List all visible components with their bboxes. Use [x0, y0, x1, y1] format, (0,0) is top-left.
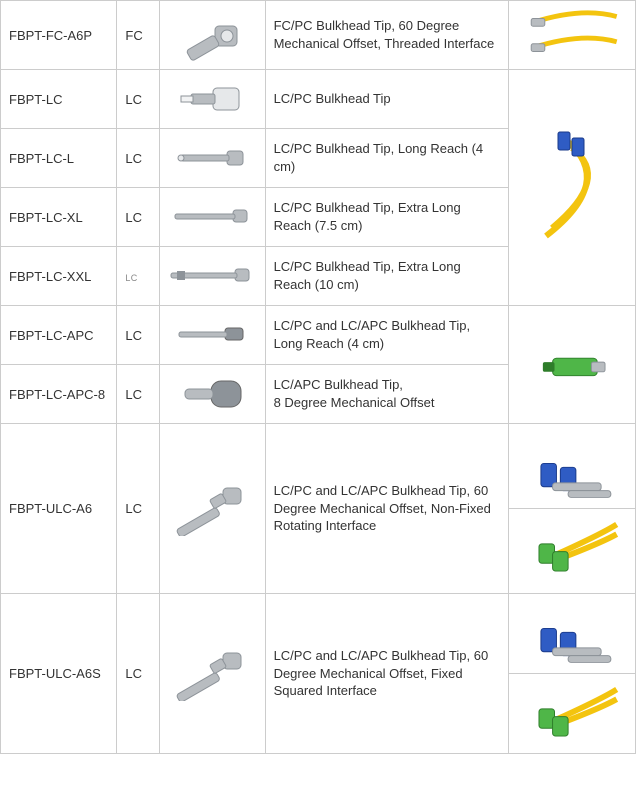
tip-straight-dark-icon: [167, 310, 257, 360]
connector-image-stack: [508, 594, 635, 754]
part-number: FBPT-LC: [1, 70, 117, 129]
part-number: FBPT-LC-XL: [1, 188, 117, 247]
tip-image: [159, 188, 265, 247]
tip-straight-xlong-icon: [167, 251, 257, 301]
tip-image: [159, 424, 265, 594]
part-number: FBPT-LC-APC-8: [1, 365, 117, 424]
tip-angled-long-icon: [167, 484, 257, 534]
part-number: FBPT-LC-APC: [1, 306, 117, 365]
connector-type: LC: [117, 188, 159, 247]
lc-duplex-blue-yellow-icon: [522, 118, 622, 258]
tip-straight-short-icon: [167, 74, 257, 124]
description: LC/PC Bulkhead Tip, Long Reach (4 cm): [265, 129, 508, 188]
lc-duplex-blue-icon: [522, 613, 622, 673]
connector-type: LC: [117, 129, 159, 188]
connector-type: LC: [117, 70, 159, 129]
tip-straight-med-icon: [167, 133, 257, 183]
tip-straight-long-icon: [167, 192, 257, 242]
description: LC/PC and LC/APC Bulkhead Tip, 60 Degree…: [265, 594, 508, 754]
tip-image: [159, 365, 265, 424]
tip-fat-grey-icon: [167, 369, 257, 419]
description: LC/PC and LC/APC Bulkhead Tip, 60 Degree…: [265, 424, 508, 594]
description: LC/PC and LC/APC Bulkhead Tip, Long Reac…: [265, 306, 508, 365]
part-number: FBPT-LC-XXL: [1, 247, 117, 306]
part-number: FBPT-ULC-A6S: [1, 594, 117, 754]
tip-angled-silver-icon: [167, 10, 257, 60]
connector-type: FC: [117, 1, 159, 70]
part-number: FBPT-LC-L: [1, 129, 117, 188]
connector-image: [508, 1, 635, 70]
bulkhead-tip-table: FBPT-FC-A6PFC FC/PC Bulkhead Tip, 60 Degr…: [0, 0, 636, 754]
description: LC/PC Bulkhead Tip, Extra Long Reach (10…: [265, 247, 508, 306]
connector-image-stack: [508, 424, 635, 594]
connector-type: LC: [117, 594, 159, 754]
lc-duplex-green-yellow-icon: [522, 674, 622, 734]
description: LC/PC Bulkhead Tip: [265, 70, 508, 129]
connector-image: [508, 306, 635, 424]
tip-angled-long-icon: [167, 649, 257, 699]
tip-image: [159, 129, 265, 188]
description: LC/APC Bulkhead Tip,8 Degree Mechanical …: [265, 365, 508, 424]
tip-image: [159, 594, 265, 754]
table-row: FBPT-ULC-A6LC LC/PC and LC/APC Bulkhead T…: [1, 424, 636, 594]
fc-duplex-yellow-icon: [522, 5, 622, 65]
table-row: FBPT-ULC-A6SLC LC/PC and LC/APC Bulkhead …: [1, 594, 636, 754]
tip-image: [159, 1, 265, 70]
tip-image: [159, 247, 265, 306]
lc-apc-green-icon: [522, 335, 622, 395]
table-row: FBPT-LC-APCLC LC/PC and LC/APC Bulkhead T…: [1, 306, 636, 365]
connector-type: LC: [117, 306, 159, 365]
lc-duplex-blue-icon: [522, 448, 622, 508]
connector-type: LC: [117, 424, 159, 594]
part-number: FBPT-ULC-A6: [1, 424, 117, 594]
description: LC/PC Bulkhead Tip, Extra Long Reach (7.…: [265, 188, 508, 247]
tip-image: [159, 306, 265, 365]
connector-type: LC: [117, 247, 159, 306]
description: FC/PC Bulkhead Tip, 60 Degree Mechanical…: [265, 1, 508, 70]
part-number: FBPT-FC-A6P: [1, 1, 117, 70]
lc-duplex-green-yellow-icon: [522, 509, 622, 569]
connector-type: LC: [117, 365, 159, 424]
connector-image: [508, 70, 635, 306]
tip-image: [159, 70, 265, 129]
table-row: FBPT-FC-A6PFC FC/PC Bulkhead Tip, 60 Degr…: [1, 1, 636, 70]
table-row: FBPT-LCLC LC/PC Bulkhead Tip: [1, 70, 636, 129]
